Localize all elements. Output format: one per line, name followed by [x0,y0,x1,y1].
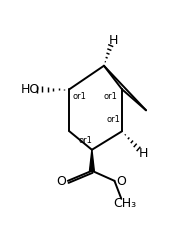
Text: H: H [138,147,148,161]
Text: CH₃: CH₃ [114,197,137,210]
Text: or1: or1 [73,91,87,101]
Text: HO: HO [21,83,40,96]
Text: or1: or1 [103,91,117,101]
Text: or1: or1 [106,115,120,124]
Text: H: H [108,34,118,47]
Text: or1: or1 [78,136,92,145]
Polygon shape [89,150,94,171]
Text: O: O [116,175,126,188]
Text: O: O [57,175,67,188]
